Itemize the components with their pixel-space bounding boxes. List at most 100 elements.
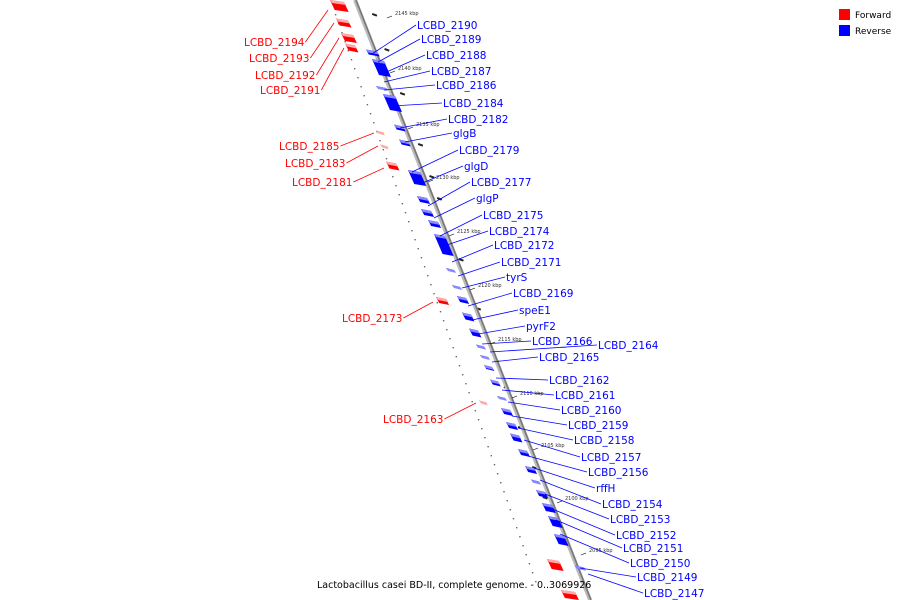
reverse-gene-label[interactable]: LCBD_2162	[549, 375, 609, 387]
reverse-gene-label[interactable]: LCBD_2165	[539, 352, 599, 364]
reverse-gene-block[interactable]	[554, 534, 569, 546]
reverse-leader-line	[399, 118, 448, 129]
reverse-gene-block[interactable]	[399, 139, 411, 147]
forward-gene-block[interactable]	[547, 559, 564, 571]
forward-gene-block[interactable]	[330, 0, 349, 12]
reverse-gene-label[interactable]: glgP	[476, 193, 499, 205]
reverse-gene-label[interactable]: LCBD_2151	[623, 543, 683, 555]
gc-dot	[442, 320, 445, 322]
reverse-gene-block[interactable]	[480, 355, 490, 360]
reverse-gene-label[interactable]: LCBD_2154	[602, 499, 663, 511]
reverse-gene-label[interactable]: LCBD_2172	[494, 240, 554, 252]
forward-gene-block[interactable]	[336, 18, 352, 28]
forward-gene-label[interactable]: LCBD_2194	[244, 37, 305, 49]
reverse-gene-block[interactable]	[548, 516, 563, 528]
reverse-gene-label[interactable]: LCBD_2160	[561, 405, 621, 417]
reverse-gene-block[interactable]	[476, 344, 486, 350]
forward-gene-label[interactable]: LCBD_2181	[292, 177, 352, 189]
reverse-gene-label[interactable]: LCBD_2174	[489, 226, 550, 238]
forward-gene-block[interactable]	[386, 161, 400, 171]
gc-dot	[452, 347, 454, 349]
gene-highlight	[547, 559, 561, 564]
reverse-gene-block[interactable]	[469, 328, 482, 338]
reverse-gene-label[interactable]: pyrF2	[526, 321, 556, 333]
reverse-gene-label[interactable]: LCBD_2179	[459, 145, 519, 157]
reverse-gene-block[interactable]	[484, 365, 495, 371]
reverse-gene-label[interactable]: LCBD_2159	[568, 420, 628, 432]
reverse-gene-block[interactable]	[518, 449, 531, 457]
forward-gene-label[interactable]: LCBD_2185	[279, 141, 339, 153]
reverse-gene-label[interactable]: speE1	[519, 305, 551, 317]
reverse-gene-label[interactable]: LCBD_2171	[501, 257, 561, 269]
reverse-gene-block[interactable]	[372, 59, 392, 77]
reverse-gene-block[interactable]	[525, 466, 538, 474]
reverse-gene-label[interactable]: LCBD_2150	[630, 558, 690, 570]
reverse-gene-label[interactable]: LCBD_2158	[574, 435, 634, 447]
forward-gene-block[interactable]	[561, 590, 579, 600]
forward-gene-label[interactable]: LCBD_2192	[255, 70, 315, 82]
reverse-gene-label[interactable]: LCBD_2152	[616, 530, 676, 542]
gene-highlight	[476, 344, 486, 350]
reverse-gene-block[interactable]	[383, 94, 403, 112]
reverse-leader-line	[544, 493, 610, 520]
reverse-gene-label[interactable]: glgB	[453, 128, 476, 140]
forward-gene-block[interactable]	[345, 43, 359, 53]
reverse-gene-block[interactable]	[417, 196, 431, 204]
tick-mark	[556, 500, 563, 504]
gc-dot	[423, 266, 426, 268]
reverse-gene-block[interactable]	[428, 220, 442, 228]
reverse-gene-label[interactable]: LCBD_2177	[471, 177, 531, 189]
reverse-gene-label[interactable]: LCBD_2189	[421, 34, 481, 46]
gene-highlight	[457, 296, 468, 301]
forward-gene-label[interactable]: LCBD_2173	[342, 313, 402, 325]
reverse-gene-label[interactable]: LCBD_2166	[532, 336, 593, 348]
forward-gene-label[interactable]: LCBD_2163	[383, 414, 443, 426]
reverse-gene-label[interactable]: LCBD_2147	[644, 588, 704, 600]
reverse-gene-block[interactable]	[506, 422, 519, 430]
reverse-gene-label[interactable]: LCBD_2186	[436, 80, 497, 92]
reverse-gene-block[interactable]	[394, 124, 406, 132]
reverse-gene-block[interactable]	[542, 503, 556, 513]
reverse-gene-label[interactable]: LCBD_2156	[588, 467, 649, 479]
reverse-gene-block[interactable]	[457, 296, 470, 304]
reverse-gene-label[interactable]: LCBD_2184	[443, 98, 504, 110]
forward-gene-block[interactable]	[341, 33, 357, 43]
reverse-gene-label[interactable]: LCBD_2175	[483, 210, 543, 222]
forward-gene-block[interactable]	[376, 130, 385, 136]
reverse-gene-block[interactable]	[452, 285, 462, 290]
reverse-gene-block[interactable]	[421, 209, 435, 217]
reverse-gene-label[interactable]: tyrS	[506, 272, 528, 284]
reverse-gene-label[interactable]: rffH	[596, 483, 615, 495]
reverse-gene-block[interactable]	[531, 479, 541, 485]
reverse-gene-block[interactable]	[462, 312, 475, 322]
reverse-gene-block[interactable]	[510, 433, 523, 443]
reverse-gene-block[interactable]	[446, 268, 456, 273]
reverse-gene-block[interactable]	[501, 408, 514, 416]
reverse-gene-block[interactable]	[408, 170, 427, 186]
tick-label: 2140 kbp	[398, 66, 422, 72]
forward-leader-line	[305, 9, 329, 43]
reverse-gene-block[interactable]	[376, 86, 388, 91]
forward-gene-label[interactable]: LCBD_2183	[285, 158, 345, 170]
forward-gene-label[interactable]: LCBD_2193	[249, 53, 309, 65]
forward-gene-block[interactable]	[436, 297, 450, 305]
reverse-gene-label[interactable]: LCBD_2190	[417, 20, 477, 32]
reverse-gene-label[interactable]: LCBD_2164	[598, 340, 659, 352]
reverse-gene-label[interactable]: LCBD_2169	[513, 288, 573, 300]
reverse-gene-label[interactable]: LCBD_2153	[610, 514, 670, 526]
reverse-gene-block[interactable]	[497, 396, 507, 401]
forward-gene-block[interactable]	[380, 144, 389, 150]
reverse-gene-label[interactable]: LCBD_2157	[581, 452, 641, 464]
reverse-gene-label[interactable]: LCBD_2182	[448, 114, 508, 126]
reverse-gene-block[interactable]	[536, 490, 549, 498]
forward-gene-block[interactable]	[479, 400, 488, 406]
reverse-gene-block[interactable]	[434, 234, 454, 256]
forward-gene-label[interactable]: LCBD_2191	[260, 85, 320, 97]
gc-dot	[347, 50, 349, 52]
reverse-gene-label[interactable]: LCBD_2161	[555, 390, 615, 402]
reverse-gene-label[interactable]: LCBD_2149	[637, 572, 697, 584]
reverse-gene-block[interactable]	[490, 379, 501, 387]
reverse-gene-label[interactable]: LCBD_2188	[426, 50, 486, 62]
reverse-gene-label[interactable]: LCBD_2187	[431, 66, 491, 78]
reverse-gene-label[interactable]: glgD	[464, 161, 488, 173]
